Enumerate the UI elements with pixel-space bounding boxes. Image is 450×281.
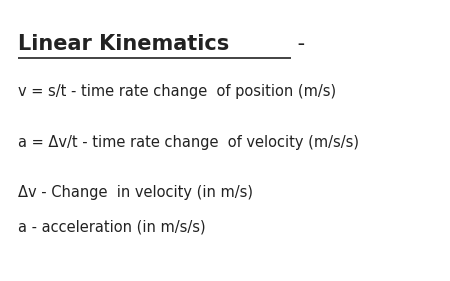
Text: Linear Kinematics: Linear Kinematics: [18, 34, 229, 54]
Text: a - acceleration (in m/s/s): a - acceleration (in m/s/s): [18, 219, 206, 234]
Text: Δv - Change  in velocity (in m/s): Δv - Change in velocity (in m/s): [18, 185, 253, 200]
Text: a = Δv/t - time rate change  of velocity (m/s/s): a = Δv/t - time rate change of velocity …: [18, 135, 359, 150]
Text: -: -: [291, 34, 305, 54]
Text: v = s/t - time rate change  of position (m/s): v = s/t - time rate change of position (…: [18, 84, 336, 99]
